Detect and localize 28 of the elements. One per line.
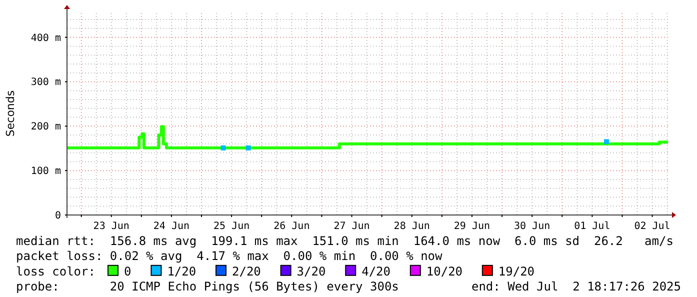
- y-tick-label: 100 m: [30, 166, 61, 178]
- x-tick-label: 30 Jun: [514, 221, 550, 232]
- text: end: Wed Jul 2 18:17:26 2025: [471, 280, 681, 294]
- legend-title: loss color:: [16, 264, 96, 278]
- x-tick-label: 25 Jun: [214, 221, 250, 232]
- y-tick-label: 0: [54, 210, 61, 222]
- text: median rtt: 156.8 ms avg 199.1 ms max 151.0 ms min 164.0 ms now 6.0 ms sd 26.2 am/s: [16, 234, 674, 248]
- text: packet loss: 0.02 % avg 4.17 % max 0.00 % min 0.00 % now: [16, 249, 444, 264]
- x-tick-label: 29 Jun: [454, 221, 490, 232]
- y-axis-title: Seconds: [4, 90, 17, 137]
- x-tick-label: 24 Jun: [153, 221, 190, 232]
- x-tick-label: 01 Jul: [574, 221, 610, 232]
- x-tick-label: 27 Jun: [334, 221, 370, 232]
- legend-label: 19/20: [498, 264, 535, 278]
- legend-label: 0: [124, 264, 132, 278]
- x-tick-label: 28 Jun: [394, 221, 430, 232]
- y-tick-label: 300 m: [30, 77, 61, 88]
- y-tick-label: 400 m: [30, 32, 61, 44]
- legend-label: 3/20: [296, 264, 326, 278]
- legend-label: 10/20: [426, 264, 463, 278]
- legend-label: 4/20: [362, 264, 391, 278]
- text: probe: 20 ICMP Echo Pings (56 Bytes) every 300s: [16, 280, 399, 294]
- legend-label: 1/20: [167, 264, 196, 278]
- x-tick-label: 02 Jul: [634, 221, 670, 232]
- x-tick-label: 23 Jun: [93, 221, 130, 232]
- legend-label: 2/20: [232, 264, 261, 278]
- x-tick-label: 26 Jun: [274, 221, 310, 232]
- y-tick-label: 200 m: [30, 122, 61, 133]
